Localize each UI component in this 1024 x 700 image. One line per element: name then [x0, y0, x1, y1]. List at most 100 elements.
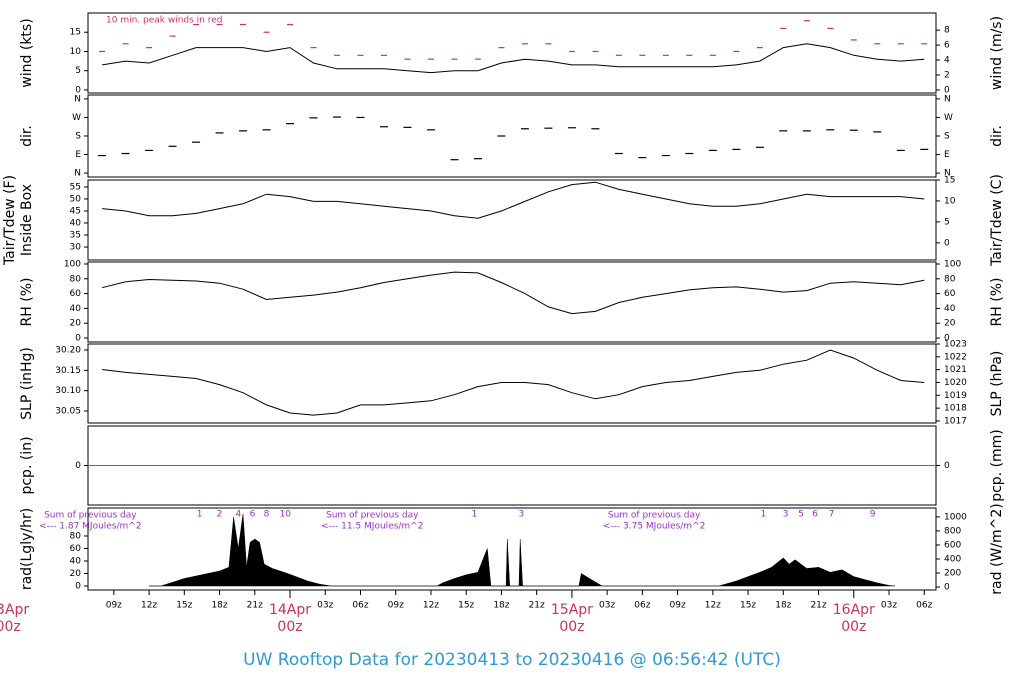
x-tick-label: 03z [881, 601, 897, 611]
panel-frame [87, 94, 937, 178]
y2-tick-label: 60 [944, 289, 956, 299]
y2-axis-title: rad (W/m^2) [989, 503, 1005, 594]
x-tick-label: 09z [106, 601, 122, 611]
hour-marker: 9 [870, 510, 876, 520]
x-tick-label: 18z [211, 601, 227, 611]
y2-axis-title: dir. [989, 125, 1005, 147]
y2-tick-label: 4 [944, 56, 950, 66]
day-label: 16Apr [833, 602, 875, 618]
x-tick-label: 18z [493, 601, 509, 611]
day-label: 00z [559, 619, 584, 635]
y-tick-label: N [74, 169, 81, 179]
y-tick-label: 0 [75, 334, 81, 344]
x-tick-label: 03z [599, 601, 615, 611]
hour-marker: 10 [280, 510, 292, 520]
y2-tick-label: 40 [944, 304, 956, 314]
y-tick-label: 30 [70, 243, 82, 253]
y2-tick-label: 1022 [944, 352, 967, 362]
y2-tick-label: 1023 [944, 340, 967, 350]
figure-title: UW Rooftop Data for 20230413 to 20230416… [243, 650, 781, 670]
y2-tick-label: N [944, 94, 951, 104]
annotation: <--- 1.87 MJoules/m^2 [39, 522, 141, 532]
day-label: 00z [0, 619, 21, 635]
y-axis-title: dir. [19, 125, 35, 147]
y-axis-title: rad(Lgly/hr) [19, 508, 35, 590]
x-tick-label: 21z [810, 601, 826, 611]
day-label: 00z [841, 619, 866, 635]
hour-marker: 1 [760, 510, 766, 520]
y-tick-label: 55 [70, 182, 81, 192]
y2-tick-label: 0 [944, 461, 950, 471]
x-tick-label: 09z [388, 601, 404, 611]
y-tick-label: 80 [70, 274, 82, 284]
y-axis-title: pcp. (in) [19, 436, 35, 494]
annotation: Sum of previous day [44, 511, 137, 521]
panel-frame [87, 261, 937, 343]
y-tick-label: 35 [70, 231, 81, 241]
y-tick-label: 60 [70, 289, 82, 299]
y-tick-label: N [74, 94, 81, 104]
x-tick-label: 09z [670, 601, 686, 611]
y2-tick-label: 1017 [944, 416, 967, 426]
y-tick-label: 0 [75, 461, 81, 471]
x-tick-label: 12z [141, 601, 157, 611]
y2-tick-label: 2 [944, 70, 950, 80]
y2-tick-label: 1018 [944, 404, 967, 414]
y2-tick-label: 10 [944, 196, 956, 206]
y-tick-label: 15 [70, 28, 81, 38]
line [101, 271, 925, 315]
y-tick-label: 40 [70, 557, 82, 567]
annotation: 10 min. peak winds in red [106, 16, 223, 26]
y2-tick-label: 1020 [944, 378, 967, 388]
y2-tick-label: 1000 [944, 512, 967, 522]
panel-frame [87, 179, 937, 261]
x-tick-label: 06z [916, 601, 932, 611]
hour-marker: 1 [472, 510, 478, 520]
y-tick-label: 45 [70, 206, 81, 216]
hour-marker: 5 [798, 510, 804, 520]
annotation: <--- 11.5 MJoules/m^2 [321, 522, 423, 532]
area [149, 514, 895, 587]
y-axis-title: Tair/Tdew (F) [2, 175, 18, 266]
day-label: 14Apr [269, 602, 311, 618]
y2-axis-title: Tair/Tdew (C) [989, 174, 1005, 267]
hour-marker: 6 [812, 510, 818, 520]
day-label: 13Apr [0, 602, 29, 618]
y2-tick-label: S [944, 132, 950, 142]
hour-marker: 3 [783, 510, 789, 520]
y-tick-label: 20 [70, 569, 82, 579]
hour-marker: 4 [235, 510, 241, 520]
y2-tick-label: 6 [944, 41, 950, 51]
line [102, 43, 925, 74]
y-axis-title: wind (kts) [19, 18, 35, 87]
y-axis-title: Inside Box [19, 184, 35, 256]
y2-tick-label: 800 [944, 526, 961, 536]
y-tick-label: 60 [70, 544, 82, 554]
hour-marker: 2 [217, 510, 223, 520]
hour-marker: 3 [519, 510, 525, 520]
day-label: 00z [277, 619, 302, 635]
hour-marker: 1 [197, 510, 203, 520]
annotation: <--- 3.75 MJoules/m^2 [603, 522, 705, 532]
y-tick-label: 5 [75, 66, 81, 76]
hour-marker: 8 [264, 510, 270, 520]
y-tick-label: 0 [75, 85, 81, 95]
x-tick-label: 03z [317, 601, 333, 611]
panel-frame [87, 12, 937, 94]
y2-tick-label: 8 [944, 26, 950, 36]
line [102, 181, 925, 219]
y-tick-label: 0 [75, 582, 81, 592]
y-tick-label: 30.20 [55, 346, 81, 356]
y2-tick-label: 15 [944, 176, 955, 186]
y2-tick-label: 1019 [944, 391, 967, 401]
day-label: 15Apr [551, 602, 593, 618]
hour-marker: 7 [829, 510, 835, 520]
line [102, 349, 925, 416]
panel-frame [87, 343, 937, 424]
x-tick-label: 15z [176, 601, 192, 611]
y-tick-label: 10 [70, 47, 82, 57]
y2-tick-label: 0 [944, 85, 950, 95]
y2-tick-label: 1021 [944, 365, 967, 375]
y2-tick-label: 0 [944, 334, 950, 344]
